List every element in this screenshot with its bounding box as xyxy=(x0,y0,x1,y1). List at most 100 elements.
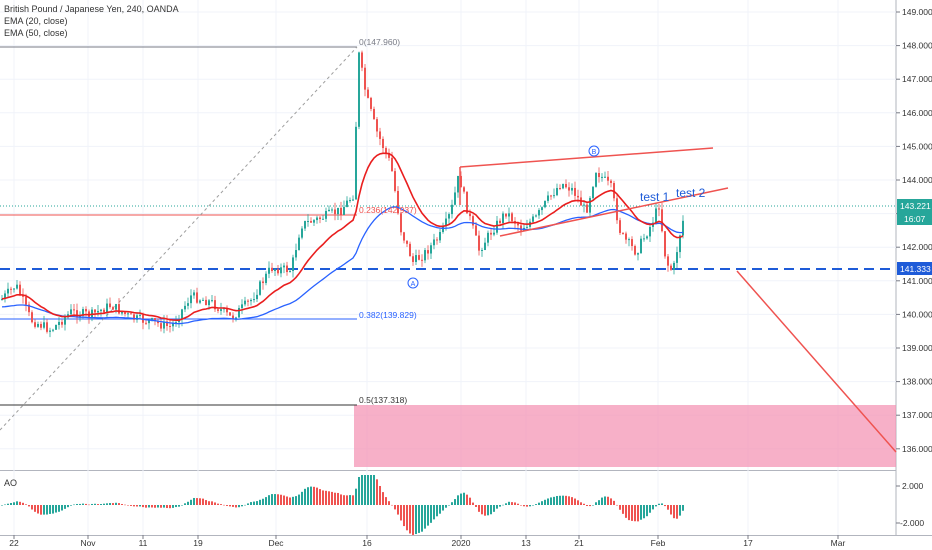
x-tick-label: Nov xyxy=(80,538,96,548)
ao-bar xyxy=(76,503,78,505)
x-tick-label: Mar xyxy=(831,538,846,548)
fib-label-50: 0.5(137.318) xyxy=(359,395,407,405)
candle-body xyxy=(340,207,342,215)
candle-body xyxy=(532,216,534,222)
ao-bar xyxy=(196,498,198,505)
ao-bar xyxy=(280,494,282,505)
candle-body xyxy=(601,176,603,178)
ao-bar xyxy=(232,505,234,507)
ao-bar xyxy=(283,495,285,505)
ao-bar xyxy=(250,502,252,505)
candle-body xyxy=(280,267,282,274)
ao-bar xyxy=(142,505,144,508)
ao-bar xyxy=(520,505,522,506)
candle-body xyxy=(628,239,630,241)
ao-bar xyxy=(466,494,468,505)
ao-bar xyxy=(394,505,396,510)
candle-body xyxy=(670,265,672,270)
price-axis[interactable]: 149.000 148.000 147.000 146.000 145.000 144.0… xyxy=(896,7,932,454)
ao-bar xyxy=(655,505,657,507)
candle-body xyxy=(565,183,567,188)
ao-bar xyxy=(157,505,159,508)
candle-body xyxy=(346,200,348,207)
ao-bar xyxy=(178,505,180,507)
ao-bar xyxy=(256,501,258,505)
candle-body xyxy=(211,300,213,302)
ao-bar xyxy=(478,505,480,512)
ao-bar xyxy=(112,503,114,505)
candle-body xyxy=(544,200,546,208)
x-tick-label: 17 xyxy=(743,538,753,548)
support-price-badge: 141.333 xyxy=(897,262,932,275)
ao-bar xyxy=(565,495,567,505)
y-tick-label: 148.000 xyxy=(902,41,932,51)
ao-bar xyxy=(382,492,384,505)
pivot-marker-b: B xyxy=(588,145,600,157)
candle-body xyxy=(337,207,339,215)
candle-body xyxy=(301,228,303,238)
ao-bar xyxy=(217,503,219,505)
ema50-line xyxy=(1,206,684,325)
ao-bar xyxy=(640,505,642,520)
candle-body xyxy=(622,232,624,234)
ao-bar xyxy=(634,505,636,522)
candle-body xyxy=(190,295,192,304)
fib-label-0: 0(147.960) xyxy=(359,37,400,47)
ao-bar xyxy=(193,497,195,505)
ao-bar xyxy=(31,505,33,510)
ao-bar xyxy=(97,504,99,505)
ao-bar xyxy=(364,475,366,505)
candle-body xyxy=(76,310,78,318)
ao-bar xyxy=(406,505,408,531)
ao-bar xyxy=(439,505,441,514)
candle-body xyxy=(625,233,627,240)
candle-body xyxy=(226,308,228,313)
candle-body xyxy=(475,225,477,236)
ao-axis: 2.000 -2.000 xyxy=(896,481,924,528)
candle-body xyxy=(643,238,645,240)
candle-body xyxy=(199,300,201,303)
ao-bar xyxy=(334,492,336,505)
y-tick-label: 138.000 xyxy=(902,377,932,387)
ao-bar xyxy=(343,495,345,505)
candle-body xyxy=(355,126,357,200)
candle-body xyxy=(409,243,411,257)
candle-body xyxy=(646,236,648,239)
plot-background xyxy=(0,0,896,550)
candle-body xyxy=(196,292,198,303)
candle-body xyxy=(610,180,612,184)
candle-body xyxy=(658,208,660,210)
candle-body xyxy=(325,211,327,219)
ao-bar xyxy=(154,505,156,508)
ao-bar xyxy=(10,502,12,505)
ao-bar xyxy=(205,500,207,505)
y-tick-label: 136.000 xyxy=(902,444,932,454)
ao-bar xyxy=(313,486,315,505)
ao-bar xyxy=(172,505,174,508)
ao-bar xyxy=(181,505,183,506)
time-axis[interactable]: 22 Nov 11 19 Dec 16 2020 13 21 Feb 17 Mar xyxy=(9,535,845,548)
ao-bar xyxy=(511,502,513,505)
candle-body xyxy=(61,321,63,325)
candle-body xyxy=(295,250,297,258)
candle-body xyxy=(121,312,123,314)
ao-bar xyxy=(643,505,645,519)
ao-bar xyxy=(412,505,414,535)
candle-body xyxy=(115,304,117,310)
candle-body xyxy=(589,198,591,213)
candle-body xyxy=(229,312,231,316)
candle-body xyxy=(448,214,450,219)
ao-bar xyxy=(19,501,21,505)
ao-bar xyxy=(463,492,465,505)
y-tick-label: 149.000 xyxy=(902,7,932,17)
ao-bar xyxy=(103,503,105,505)
candle-body xyxy=(133,314,135,320)
ao-bar xyxy=(346,495,348,505)
ao-bar xyxy=(475,505,477,507)
candle-body xyxy=(541,207,543,211)
ao-bar xyxy=(121,503,123,505)
candle-body xyxy=(238,308,240,318)
candle-body xyxy=(265,273,267,284)
ao-bar xyxy=(244,504,246,506)
ao-bar xyxy=(472,502,474,505)
